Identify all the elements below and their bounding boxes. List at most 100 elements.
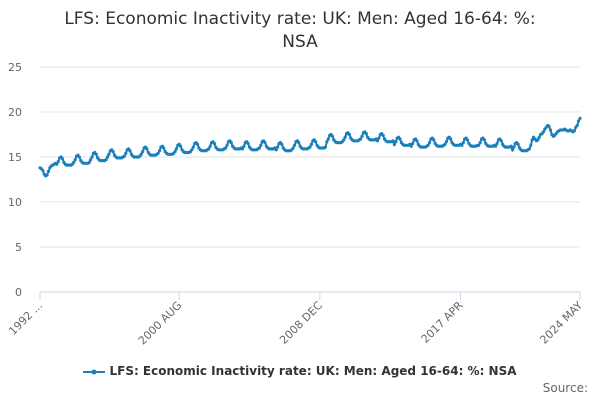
point — [398, 137, 402, 141]
point — [257, 146, 261, 150]
point — [477, 143, 481, 147]
x-tick-label: 2024 MAY — [537, 299, 585, 347]
point — [195, 142, 200, 146]
point — [391, 139, 395, 143]
point — [375, 139, 380, 143]
point — [409, 144, 413, 148]
y-tick-label: 0 — [15, 286, 22, 299]
point — [536, 138, 540, 142]
point — [377, 136, 381, 140]
point — [208, 144, 212, 148]
point — [94, 152, 98, 156]
point — [73, 158, 77, 162]
point — [443, 142, 447, 146]
point — [246, 141, 250, 146]
point — [191, 145, 195, 149]
point — [124, 151, 128, 155]
point — [280, 142, 284, 146]
point — [572, 129, 576, 133]
point — [141, 150, 145, 154]
point — [392, 142, 396, 146]
point — [89, 158, 93, 162]
point — [512, 145, 516, 149]
point — [537, 135, 541, 139]
point — [60, 157, 65, 161]
point — [46, 169, 51, 173]
point — [225, 143, 229, 147]
point — [90, 155, 94, 159]
point — [259, 143, 263, 147]
point — [547, 124, 551, 128]
point — [276, 145, 280, 149]
point — [292, 143, 297, 147]
point — [449, 137, 453, 141]
y-tick-label: 15 — [8, 151, 22, 164]
point — [510, 148, 515, 152]
point — [207, 147, 211, 151]
point — [224, 146, 228, 150]
point — [461, 141, 465, 145]
legend-marker — [91, 369, 97, 374]
point — [460, 143, 464, 147]
point — [465, 138, 470, 142]
point — [212, 141, 216, 146]
source: Source: — [542, 381, 588, 395]
point — [240, 147, 245, 151]
point — [274, 148, 278, 152]
point — [364, 132, 368, 136]
legend: LFS: Economic Inactivity rate: UK: Men: … — [0, 364, 600, 378]
point — [242, 144, 246, 148]
point — [291, 146, 295, 150]
point — [263, 141, 267, 145]
point — [173, 150, 177, 154]
point — [104, 158, 108, 162]
point — [323, 145, 328, 149]
point — [314, 140, 318, 144]
point — [426, 143, 430, 147]
x-tick-label: 2017 APR — [419, 299, 466, 346]
point — [162, 146, 166, 150]
point — [394, 140, 398, 144]
point — [111, 150, 115, 154]
point — [494, 144, 498, 148]
point — [516, 142, 520, 146]
point — [297, 141, 301, 145]
point — [548, 128, 553, 132]
point — [122, 154, 126, 158]
point — [359, 137, 363, 141]
point — [309, 142, 314, 146]
point — [179, 144, 183, 148]
y-tick-label: 10 — [8, 196, 22, 209]
point — [174, 147, 179, 151]
point — [77, 155, 81, 159]
point — [530, 138, 534, 142]
point — [444, 140, 449, 144]
point — [499, 139, 503, 143]
point — [145, 147, 149, 151]
point — [541, 130, 546, 134]
y-tick-label: 5 — [15, 241, 22, 254]
point — [576, 119, 581, 123]
point — [360, 134, 364, 138]
point — [326, 137, 330, 141]
point — [427, 141, 432, 145]
y-tick-label: 20 — [8, 106, 22, 119]
point — [139, 152, 143, 156]
x-tick-label: 2000 AUG — [136, 299, 185, 348]
point — [343, 135, 347, 139]
point — [55, 162, 59, 166]
legend-swatch — [83, 369, 106, 374]
point — [190, 148, 194, 152]
x-tick-label: 1992 ... — [6, 299, 45, 338]
point — [347, 132, 351, 137]
point — [529, 143, 533, 147]
chart-title: LFS: Economic Inactivity rate: UK: Men: … — [64, 9, 536, 52]
point — [575, 123, 579, 128]
point — [578, 116, 582, 120]
point — [509, 144, 513, 148]
point — [105, 155, 110, 159]
point — [482, 138, 486, 142]
point — [156, 151, 160, 155]
